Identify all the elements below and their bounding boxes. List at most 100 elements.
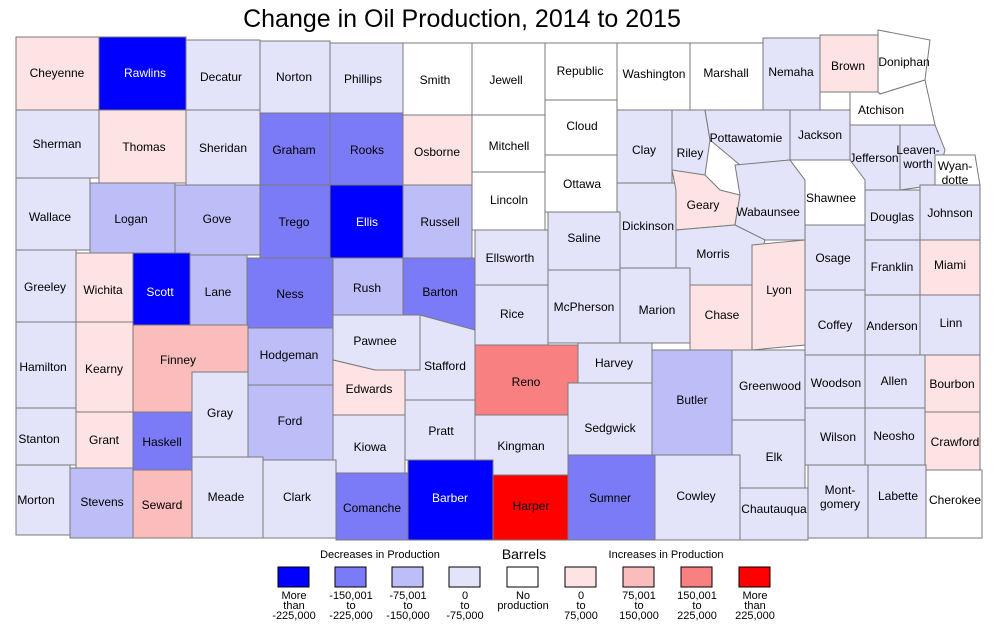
- county-label-osage: Osage: [815, 251, 851, 265]
- county-label-crawford: Crawford: [931, 435, 980, 449]
- county-label-chase: Chase: [705, 308, 740, 322]
- county-label-marion: Marion: [639, 303, 676, 317]
- county-label-pratt: Pratt: [428, 424, 454, 438]
- county-label-russell: Russell: [420, 215, 459, 229]
- county-label-grant: Grant: [89, 433, 120, 447]
- county-label-stanton: Stanton: [18, 432, 59, 446]
- county-label-jackson: Jackson: [798, 128, 842, 142]
- county-label-meade: Meade: [208, 490, 245, 504]
- county-label-haskell: Haskell: [142, 435, 181, 449]
- county-label-morton: Morton: [17, 493, 54, 507]
- county-wabaunsee: [734, 159, 806, 241]
- county-label-sherman: Sherman: [33, 137, 82, 151]
- legend-swatch-7: [680, 566, 713, 588]
- legend-decrease-heading: Decreases in Production: [320, 549, 440, 561]
- county-label-republic: Republic: [557, 64, 604, 78]
- county-label-graham: Graham: [272, 143, 315, 157]
- county-label-hodgeman: Hodgeman: [260, 348, 319, 362]
- county-label-chautauqua: Chautauqua: [741, 502, 807, 516]
- county-label-sumner: Sumner: [589, 491, 631, 505]
- county-label-nemaha: Nemaha: [768, 65, 814, 79]
- county-label-stafford: Stafford: [424, 359, 466, 373]
- county-label-marshall: Marshall: [703, 66, 748, 80]
- county-label-gray: Gray: [207, 406, 233, 420]
- county-label-stevens: Stevens: [80, 495, 123, 509]
- county-label-brown: Brown: [831, 59, 865, 73]
- county-label-seward: Seward: [142, 498, 183, 512]
- county-label-reno: Reno: [512, 375, 541, 389]
- county-chautauqua: [739, 487, 809, 541]
- county-label-cloud: Cloud: [566, 119, 597, 133]
- county-label-kearny: Kearny: [85, 362, 123, 376]
- county-label-rawlins: Rawlins: [124, 66, 166, 80]
- county-label-sedgwick: Sedgwick: [584, 421, 636, 435]
- county-label-atchison: Atchison: [858, 103, 904, 117]
- county-label-wallace: Wallace: [29, 210, 72, 224]
- county-label-anderson: Anderson: [866, 319, 917, 333]
- county-sedgwick: [567, 382, 653, 456]
- county-label-coffey: Coffey: [818, 318, 852, 332]
- legend-swatch-1: [334, 566, 367, 588]
- county-label-morris: Morris: [696, 247, 729, 261]
- county-label-kingman: Kingman: [497, 439, 544, 453]
- county-label-johnson: Johnson: [927, 206, 972, 220]
- county-label-ford: Ford: [278, 414, 303, 428]
- county-label-butler: Butler: [676, 393, 707, 407]
- county-label-cherokee: Cherokee: [929, 493, 981, 507]
- legend-swatch-3: [448, 566, 481, 588]
- county-label-wichita: Wichita: [83, 283, 123, 297]
- county-label-jefferson: Jefferson: [849, 151, 898, 165]
- county-label-lincoln: Lincoln: [490, 193, 528, 207]
- county-label-ellsworth: Ellsworth: [486, 251, 535, 265]
- county-label-douglas: Douglas: [870, 210, 914, 224]
- county-label-norton: Norton: [276, 70, 312, 84]
- legend-label-8: More than 225,000: [735, 590, 775, 622]
- county-label-rice: Rice: [500, 307, 524, 321]
- county-cherokee: [925, 469, 983, 539]
- county-label-logan: Logan: [114, 212, 147, 226]
- legend-swatch-2: [391, 566, 424, 588]
- county-label-phillips: Phillips: [344, 72, 382, 86]
- county-label-barber: Barber: [432, 491, 468, 505]
- county-label-ottawa: Ottawa: [563, 177, 601, 191]
- county-label-wyan-dotte: Wyan-dotte: [938, 159, 973, 187]
- legend: Decreases in Production Barrels Increase…: [272, 546, 775, 622]
- county-label-edwards: Edwards: [346, 382, 393, 396]
- county-label-harvey: Harvey: [595, 356, 633, 370]
- county-label-osborne: Osborne: [414, 145, 460, 159]
- legend-increase-heading: Increases in Production: [609, 549, 724, 561]
- legend-label-3: 0 to -75,000: [446, 590, 483, 622]
- county-label-ness: Ness: [276, 287, 303, 301]
- county-label-geary: Geary: [687, 198, 720, 212]
- county-label-sheridan: Sheridan: [199, 141, 247, 155]
- county-label-greenwood: Greenwood: [739, 379, 801, 393]
- legend-label-4: No production: [497, 590, 548, 612]
- county-label-labette: Labette: [878, 489, 918, 503]
- county-label-woodson: Woodson: [811, 376, 861, 390]
- legend-swatch-8: [738, 566, 771, 588]
- county-label-clark: Clark: [283, 490, 312, 504]
- county-label-doniphan: Doniphan: [878, 55, 929, 69]
- county-label-decatur: Decatur: [200, 70, 242, 84]
- county-label-greeley: Greeley: [24, 280, 66, 294]
- county-label-mitchell: Mitchell: [489, 139, 530, 153]
- legend-label-2: -75,001 to -150,000: [386, 590, 429, 622]
- county-label-scott: Scott: [146, 285, 174, 299]
- county-label-franklin: Franklin: [871, 260, 914, 274]
- legend-swatch-5: [564, 566, 597, 588]
- county-label-clay: Clay: [632, 143, 656, 157]
- county-label-washington: Washington: [623, 67, 686, 81]
- county-label-thomas: Thomas: [122, 140, 165, 154]
- county-label-harper: Harper: [513, 499, 550, 513]
- county-label-wilson: Wilson: [820, 430, 856, 444]
- county-label-neosho: Neosho: [873, 429, 915, 443]
- legend-label-0: More than -225,000: [272, 590, 315, 622]
- county-label-mcpherson: McPherson: [554, 300, 615, 314]
- county-label-jewell: Jewell: [489, 73, 522, 87]
- county-label-kiowa: Kiowa: [354, 440, 387, 454]
- legend-label-5: 0 to 75,000: [564, 590, 598, 622]
- legend-label-7: 150,001 to 225,000: [677, 590, 717, 622]
- county-label-bourbon: Bourbon: [929, 377, 974, 391]
- county-label-rush: Rush: [353, 281, 381, 295]
